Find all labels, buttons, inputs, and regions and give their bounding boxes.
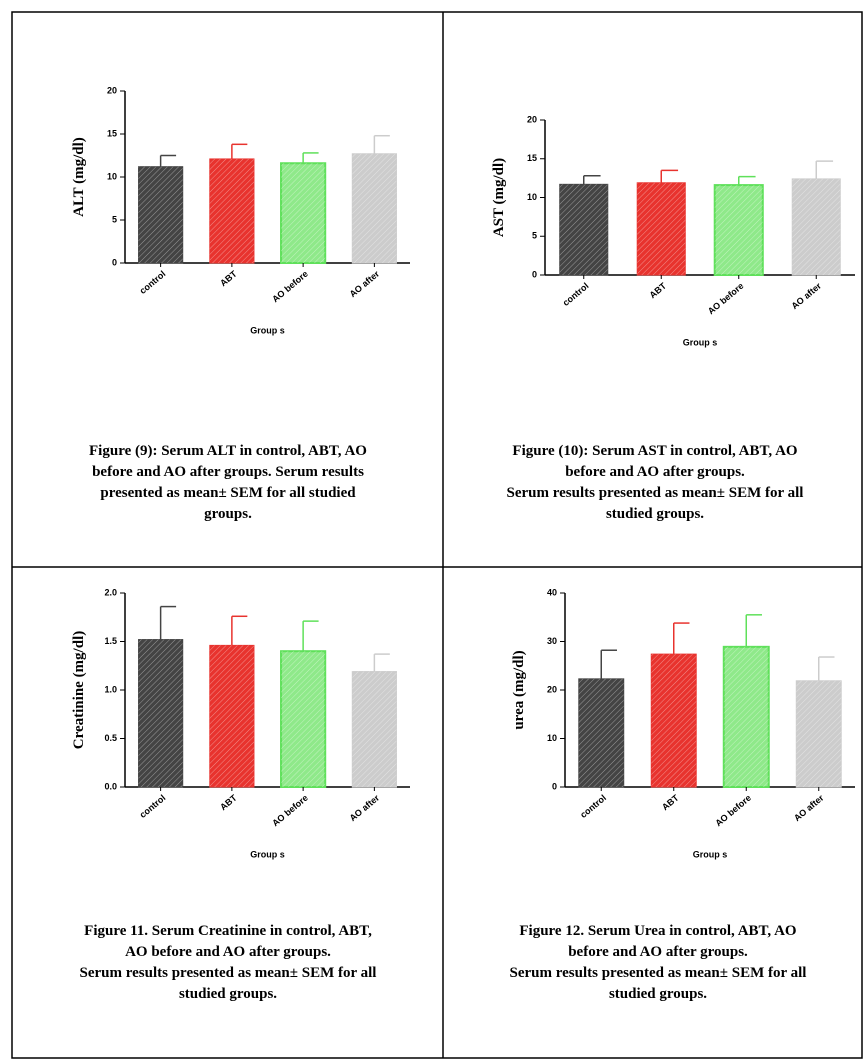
x-tick-label: AO before	[706, 281, 746, 317]
bar-hatch	[209, 645, 254, 787]
y-tick-label: 10	[527, 192, 537, 202]
caption-line: Serum results presented as mean± SEM for…	[80, 965, 377, 981]
bar-hatch	[578, 678, 624, 787]
y-tick-label: 5	[112, 214, 117, 224]
y-tick-label: 40	[547, 587, 557, 597]
y-tick-label: 20	[527, 114, 537, 124]
caption-line: before and AO after groups.	[568, 944, 748, 960]
bar-hatch	[352, 671, 397, 787]
x-axis-label: Group s	[683, 337, 718, 347]
y-tick-label: 15	[107, 128, 117, 138]
bar-hatch	[651, 654, 697, 787]
x-tick-label: AO after	[789, 280, 823, 311]
caption-line: studied groups.	[609, 986, 707, 1002]
y-axis-label: ALT (mg/dl)	[71, 137, 87, 217]
caption-line: groups.	[204, 506, 252, 522]
y-axis-label: AST (mg/dl)	[491, 158, 507, 237]
caption-line: before and AO after groups.	[565, 464, 745, 480]
bar-hatch	[714, 185, 763, 275]
caption-line: Serum results presented as mean± SEM for…	[507, 485, 804, 501]
x-tick-label: AO before	[270, 793, 310, 829]
caption-line: AO before and AO after groups.	[125, 944, 331, 960]
y-tick-label: 10	[547, 733, 557, 743]
y-tick-label: 1.0	[104, 684, 117, 694]
caption-line: studied groups.	[179, 986, 277, 1002]
caption-line: before and AO after groups. Serum result…	[92, 464, 364, 480]
x-tick-label: AO after	[792, 792, 826, 823]
x-tick-label: AO after	[348, 792, 382, 823]
bar-hatch	[723, 646, 769, 787]
x-tick-label: ABT	[647, 280, 668, 300]
y-axis-label: Creatinine (mg/dl)	[71, 631, 87, 749]
y-tick-label: 20	[107, 85, 117, 95]
y-tick-label: 0	[552, 781, 557, 791]
bar-hatch	[281, 651, 326, 787]
bar-hatch	[796, 680, 842, 787]
bar-hatch	[281, 163, 326, 263]
bar-hatch	[559, 184, 608, 275]
x-tick-label: control	[138, 793, 168, 820]
y-tick-label: 10	[107, 171, 117, 181]
y-tick-label: 2.0	[104, 587, 117, 597]
y-axis-label: urea (mg/dl)	[511, 650, 527, 729]
y-tick-label: 1.5	[104, 636, 117, 646]
caption-line: Serum results presented as mean± SEM for…	[510, 965, 807, 981]
y-tick-label: 30	[547, 636, 557, 646]
x-tick-label: AO after	[348, 268, 382, 299]
y-tick-label: 0	[112, 257, 117, 267]
y-tick-label: 20	[547, 684, 557, 694]
x-tick-label: ABT	[218, 268, 239, 288]
y-tick-label: 5	[532, 231, 537, 241]
y-tick-label: 0.5	[104, 733, 117, 743]
caption-line: Figure 12. Serum Urea in control, ABT, A…	[519, 923, 796, 939]
x-axis-label: Group s	[250, 849, 285, 859]
bar-hatch	[209, 158, 254, 263]
x-tick-label: control	[578, 793, 608, 820]
caption-line: presented as mean± SEM for all studied	[100, 485, 356, 501]
bar-hatch	[138, 639, 183, 787]
bar-hatch	[792, 178, 841, 275]
bar-hatch	[352, 153, 397, 263]
y-tick-label: 0.0	[104, 781, 117, 791]
caption-line: Figure (10): Serum AST in control, ABT, …	[512, 443, 797, 459]
table-border	[11, 11, 863, 1059]
x-axis-label: Group s	[693, 849, 728, 859]
x-axis-label: Group s	[250, 325, 285, 335]
caption-line: studied groups.	[606, 506, 704, 522]
bar-hatch	[637, 182, 686, 275]
x-tick-label: control	[561, 281, 591, 308]
x-tick-label: AO before	[270, 269, 310, 305]
x-tick-label: AO before	[713, 793, 753, 829]
x-tick-label: ABT	[218, 792, 239, 812]
bar-hatch	[138, 166, 183, 263]
y-tick-label: 15	[527, 153, 537, 163]
x-tick-label: control	[138, 269, 168, 296]
caption-line: Figure 11. Serum Creatinine in control, …	[84, 923, 372, 939]
y-tick-label: 0	[532, 269, 537, 279]
x-tick-label: ABT	[660, 792, 681, 812]
caption-line: Figure (9): Serum ALT in control, ABT, A…	[89, 443, 367, 459]
